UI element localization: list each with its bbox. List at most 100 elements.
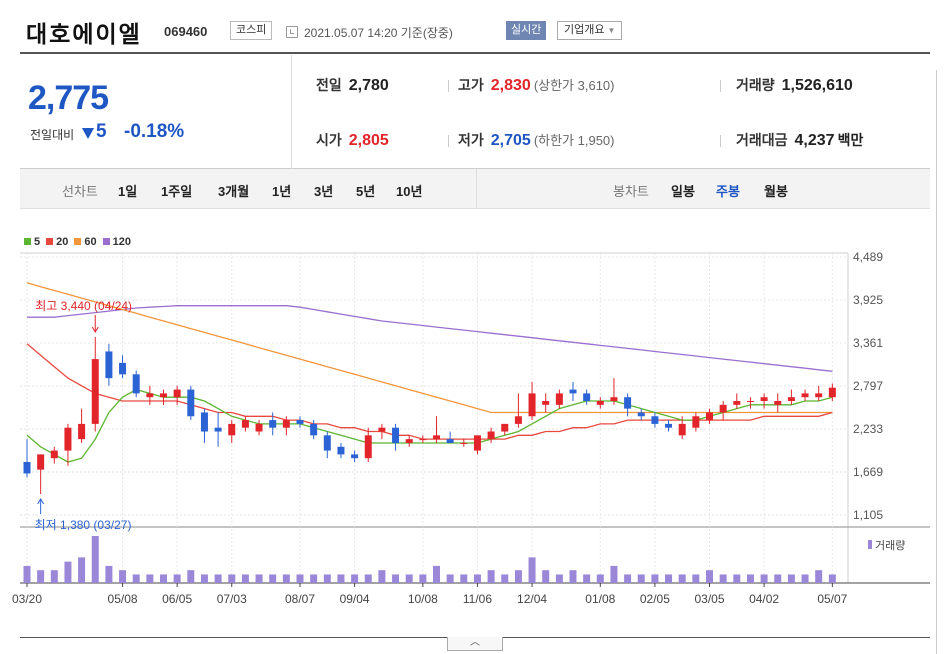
- x-tick-label: 05/08: [108, 592, 138, 606]
- candle-body: [815, 393, 823, 398]
- volume-bar: [146, 574, 154, 583]
- side-scrollbar[interactable]: [936, 70, 944, 654]
- candle-body: [473, 435, 481, 451]
- candle-body: [610, 397, 618, 402]
- tab-daily[interactable]: 일봉: [671, 184, 695, 199]
- realtime-button[interactable]: 실시간: [506, 21, 547, 40]
- candle-body: [514, 416, 522, 424]
- candle-body: [637, 412, 645, 417]
- candle-body: [78, 423, 86, 440]
- tab-1w[interactable]: 1주일: [161, 184, 193, 199]
- x-tick-label: 09/04: [340, 592, 370, 606]
- candle-body: [665, 423, 673, 428]
- candle-body: [364, 435, 372, 459]
- collapse-button[interactable]: ︿: [447, 637, 503, 651]
- candle-body: [282, 420, 290, 428]
- volume-bar: [473, 574, 481, 583]
- volume-bar: [50, 570, 58, 583]
- candle-body: [119, 362, 127, 375]
- candle-body: [774, 401, 782, 405]
- legend-label: 120: [112, 236, 131, 248]
- volume-bar: [78, 557, 86, 583]
- volume-bar: [282, 574, 290, 583]
- tab-weekly[interactable]: 주봉: [716, 184, 740, 199]
- tab-3m[interactable]: 3개월: [218, 184, 250, 199]
- low-price: 저가 2,705 (하한가 1,950): [458, 130, 615, 150]
- volume-bar: [296, 574, 304, 583]
- legend-label: 60: [84, 236, 97, 248]
- x-tick-label: 01/08: [585, 592, 615, 606]
- volume-bar: [651, 574, 659, 583]
- volume-bar: [310, 574, 318, 583]
- volume-bar: [828, 574, 836, 583]
- candle-body: [105, 351, 113, 379]
- tab-3y[interactable]: 3년: [314, 184, 334, 199]
- candle-body: [228, 423, 236, 436]
- candle-body: [746, 401, 754, 403]
- candle-body: [64, 427, 72, 451]
- time-text: 2021.05.07 14:20 기준(장중): [304, 26, 453, 40]
- candle-body: [706, 412, 713, 421]
- candle-body: [310, 423, 318, 436]
- volume-bar: [200, 574, 208, 583]
- volume-bar: [815, 570, 823, 583]
- candle-body: [419, 439, 427, 441]
- company-overview-button[interactable]: 기업개요 ▼: [557, 21, 623, 40]
- y-tick-label: 4,489: [853, 250, 883, 264]
- volume-bar: [787, 574, 795, 583]
- volume-bar: [419, 574, 427, 583]
- candle-body: [828, 387, 836, 398]
- volume-bar: [528, 557, 536, 583]
- legend-label: 20: [56, 236, 69, 248]
- volume-bar: [392, 574, 400, 583]
- y-tick-label: 3,925: [853, 293, 883, 307]
- volume-bar: [583, 574, 591, 583]
- candle-body: [269, 420, 277, 428]
- volume-bar: [160, 574, 167, 583]
- tab-1y[interactable]: 1년: [272, 184, 292, 199]
- volume-label: 거래량: [736, 77, 775, 93]
- candle-body: [255, 423, 263, 432]
- candle-body: [460, 442, 468, 444]
- company-overview-label: 기업개요: [564, 24, 605, 36]
- candle-body: [528, 393, 536, 417]
- candle-body: [351, 454, 359, 459]
- min-annotation: 최저 1,380 (03/27): [35, 518, 132, 532]
- volume-bar: [487, 570, 495, 583]
- x-tick-label: 11/06: [463, 592, 492, 606]
- current-price: 2,775: [28, 79, 109, 117]
- volume-value: 1,526,610: [781, 77, 853, 94]
- current-price-box: 2,775 전일대비 5 -0.18%: [20, 55, 292, 169]
- volume-bar: [214, 574, 222, 583]
- candle-body: [787, 397, 795, 402]
- candle-body: [200, 412, 208, 432]
- tab-1d[interactable]: 1일: [118, 184, 138, 199]
- chevron-up-icon: ︿: [470, 637, 480, 648]
- candle-body: [501, 423, 509, 432]
- candle-body: [651, 416, 659, 424]
- chevron-down-icon: ▼: [607, 26, 616, 35]
- candle-body: [296, 420, 304, 424]
- candle-body: [132, 374, 140, 394]
- candle-body: [337, 446, 345, 455]
- candle-body: [487, 431, 495, 440]
- candle-body: [160, 393, 167, 398]
- chart-legend: 5 20 60 120: [24, 236, 137, 248]
- volume-bar: [187, 570, 195, 583]
- candle-body: [91, 359, 99, 424]
- divider: [448, 135, 449, 147]
- candle-body: [446, 439, 454, 443]
- candle-body: [392, 427, 400, 443]
- trade-value: 거래대금 4,237 백만: [736, 130, 863, 150]
- tab-monthly[interactable]: 월봉: [764, 184, 788, 199]
- volume-bar: [801, 574, 809, 583]
- volume-bar: [64, 561, 72, 583]
- candle-body: [624, 397, 632, 409]
- volume-legend-label: 거래량: [875, 539, 905, 552]
- volume-bar: [637, 574, 645, 583]
- legend-swatch: [46, 238, 54, 245]
- candle-body: [801, 393, 809, 398]
- candle-body: [678, 423, 686, 436]
- tab-5y[interactable]: 5년: [356, 184, 376, 199]
- tab-10y[interactable]: 10년: [396, 184, 423, 199]
